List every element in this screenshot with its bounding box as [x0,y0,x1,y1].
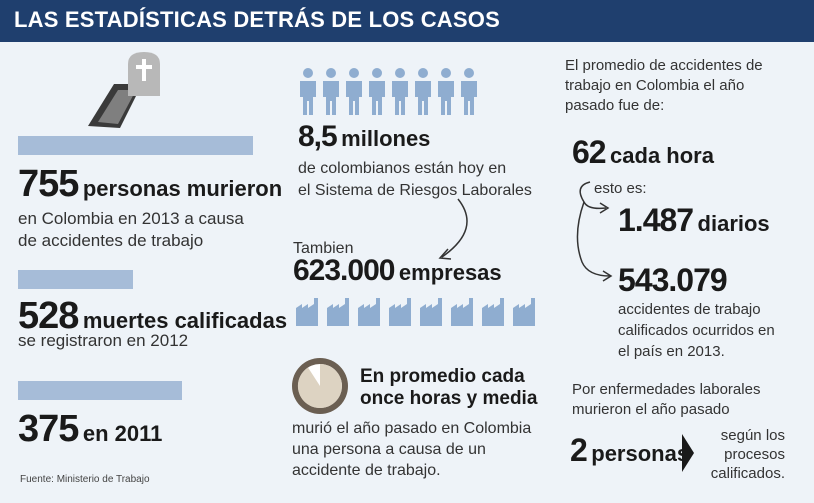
person-icon [346,68,362,115]
factory-icon [513,298,535,326]
clock-desc-line: murió el año pasado en Colombia [292,420,532,437]
stat-number: 528 [18,295,79,337]
stat-unit: millones [341,126,431,151]
stat-number: 375 [18,408,79,450]
note-line: según los [720,427,785,444]
headline-line: once horas y media [360,388,538,409]
right-intro-line: El promedio de accidentes de [565,57,763,74]
person-icon [369,68,385,115]
stat-desc-line: el Sistema de Riesgos Laborales [298,182,532,199]
stat-label: en 2011 [82,421,163,446]
stat-unit: personas [591,441,690,466]
arrow-right-icon [682,434,694,472]
stat-number: 2 [570,432,588,468]
disease-intro-line: Por enfermedades laborales [572,381,761,398]
person-icon [461,68,477,115]
clock-desc-line: una persona a causa de un [292,441,486,458]
clock-desc-line: accidente de trabajo. [292,462,441,479]
stat-755: 755 personas murieron [18,165,282,203]
disease-note: según los procesos calificados. [705,426,785,483]
people-icon-row [300,68,477,115]
person-icon [392,68,408,115]
factory-icon [420,298,442,326]
note-line: procesos [724,446,785,463]
stat-number: 8,5 [298,120,338,153]
page-title: LAS ESTADÍSTICAS DETRÁS DE LOS CASOS [14,7,500,32]
factory-icon [296,298,318,326]
stat-bar-375 [18,381,182,400]
factory-icon [389,298,411,326]
total-desc-line: calificados ocurridos en [618,322,775,339]
factory-icon-row [296,298,535,326]
stat-label: personas murieron [82,176,283,201]
person-icon [438,68,454,115]
stat-number: 62 [572,134,607,170]
stat-number: 623.000 [293,254,395,287]
person-icon [415,68,431,115]
person-icon [323,68,339,115]
disease-stat: 2 personas [570,434,689,466]
people-stat: 8,5 millones [298,122,430,152]
stat-bar-755 [18,136,253,155]
note-line: calificados. [710,465,785,482]
header-bar [0,0,814,42]
total-desc-line: el país en 2013. [618,343,725,360]
factory-icon [327,298,349,326]
stat-desc-line: de accidentes de trabajo [18,231,204,250]
clock-icon [292,358,348,414]
stat-label: muertes calificadas [82,308,288,333]
factory-icon [358,298,380,326]
companies-intro: Tambien [293,240,354,257]
factory-icon [482,298,504,326]
total-desc-line: accidentes de trabajo [618,301,761,318]
source-note: Fuente: Ministerio de Trabajo [20,474,150,485]
clock-headline: En promedio cada once horas y media [360,366,537,410]
curved-arrow-icon [438,198,468,260]
headline-line: En promedio cada [360,366,525,387]
companies-stat: 623.000 empresas [293,256,502,286]
stat-number: 755 [18,163,79,205]
tombstone-icon [88,52,160,128]
stat-desc-line: se registraron en 2012 [18,331,189,350]
stat-desc-line: de colombianos están hoy en [298,160,507,177]
that-is-label: esto es: [594,180,647,197]
stat-bar-528 [18,270,133,289]
stat-unit: empresas [398,260,502,285]
factory-icon [451,298,473,326]
total-accidents-number: 543.079 [618,262,728,298]
stat-unit: diarios [697,211,770,236]
per-day-stat: 1.487 diarios [618,204,770,236]
person-icon [300,68,316,115]
branch-arrow-icon [576,181,613,282]
stat-desc-line: en Colombia en 2013 a causa [18,209,244,228]
stat-528: 528 muertes calificadas [18,297,287,335]
stat-number: 1.487 [618,202,694,238]
right-intro-line: trabajo en Colombia el año [565,77,745,94]
stat-375: 375 en 2011 [18,410,162,448]
right-intro-line: pasado fue de: [565,97,665,114]
disease-intro-line: murieron el año pasado [572,401,730,418]
stat-unit: cada hora [610,143,714,168]
per-hour-stat: 62 cada hora [572,136,714,168]
